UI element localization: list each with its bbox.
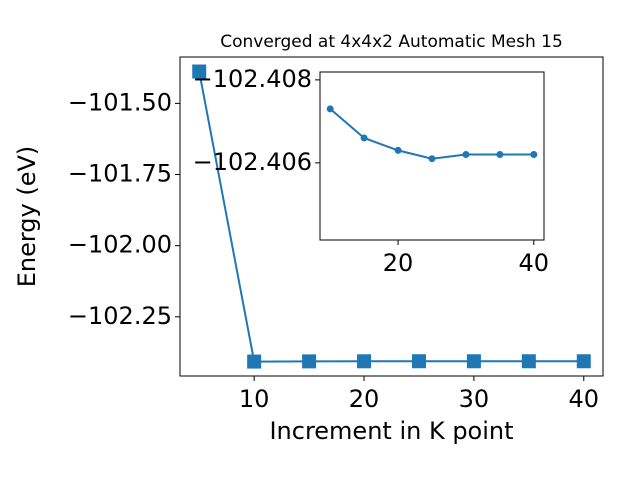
marker: [247, 354, 262, 369]
marker: [530, 151, 538, 159]
marker: [357, 354, 372, 369]
series-line: [198, 71, 584, 363]
x-tick-label: 40: [568, 385, 599, 413]
axes-frame: [319, 71, 545, 241]
marker: [192, 64, 207, 79]
marker: [496, 151, 504, 159]
y-tick-label: −102.408: [193, 65, 312, 93]
y-tick-label: −101.75: [68, 160, 172, 188]
x-tick-label: 20: [383, 249, 414, 277]
y-tick-label: −101.50: [68, 88, 172, 116]
y-tick-label: −102.00: [68, 231, 172, 259]
marker: [521, 354, 536, 369]
x-axis-label: Increment in K point: [269, 417, 513, 445]
x-tick-label: 40: [519, 249, 550, 277]
marker: [576, 354, 591, 369]
marker: [462, 151, 470, 159]
marker: [466, 354, 481, 369]
x-tick-label: 10: [239, 385, 270, 413]
marker: [394, 146, 402, 154]
marker: [326, 105, 334, 113]
chart-title: Converged at 4x4x2 Automatic Mesh 15: [220, 32, 563, 52]
marker: [360, 134, 368, 142]
y-tick-label: −102.406: [193, 148, 312, 176]
marker: [302, 354, 317, 369]
y-axis-label: Energy (eV): [13, 146, 41, 288]
y-tick-label: −102.25: [68, 302, 172, 330]
x-tick-label: 30: [459, 385, 490, 413]
axes-frame: [179, 56, 604, 377]
x-tick-label: 20: [349, 385, 380, 413]
marker: [428, 155, 436, 163]
marker: [411, 354, 426, 369]
